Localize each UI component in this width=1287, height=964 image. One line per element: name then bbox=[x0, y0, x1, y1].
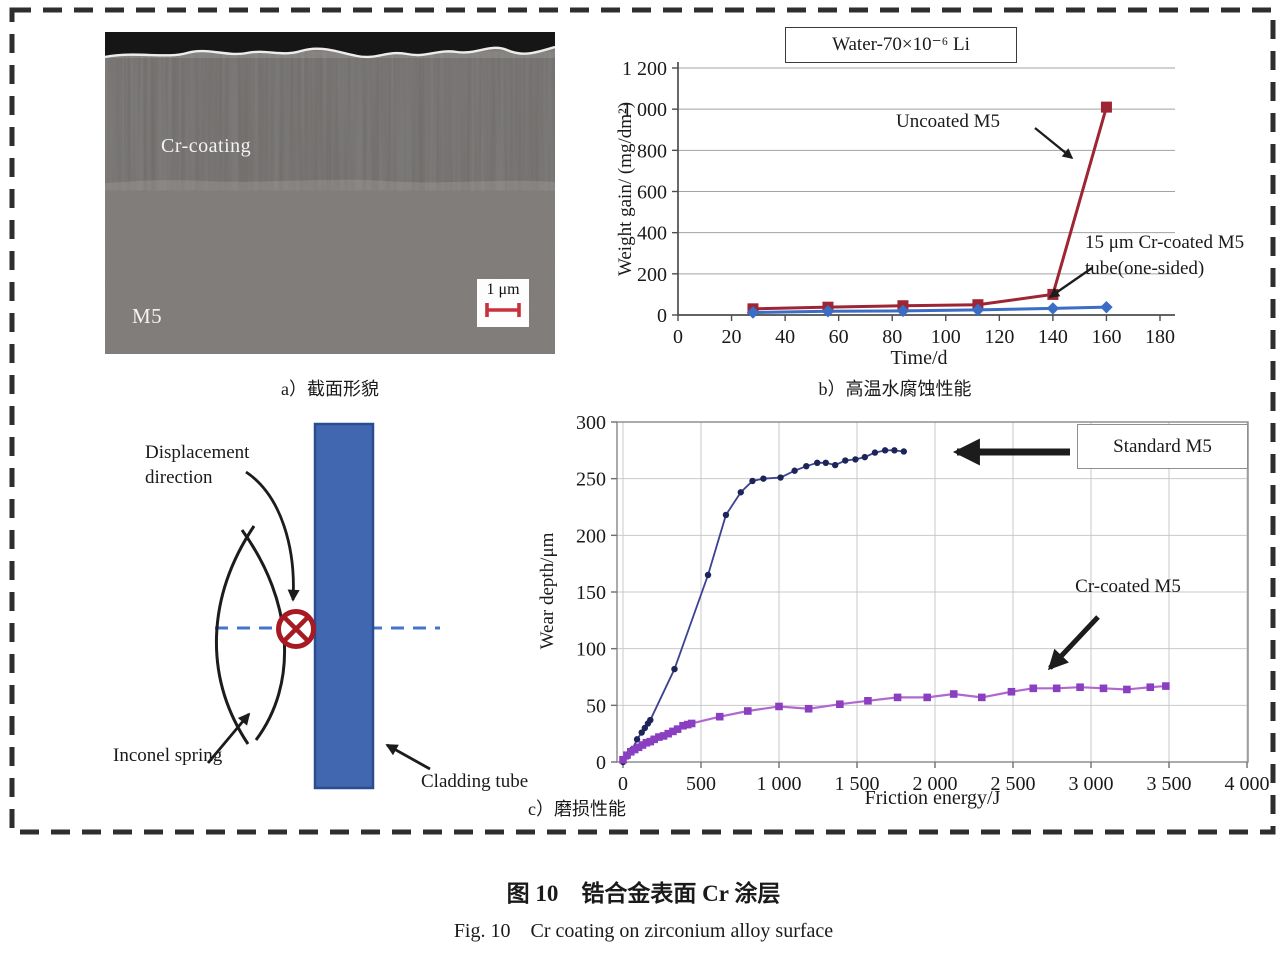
svg-text:250: 250 bbox=[576, 469, 606, 491]
svg-text:200: 200 bbox=[576, 525, 606, 547]
displacement-direction-label: Displacement direction bbox=[145, 442, 250, 488]
panel-b-caption: b）高温水腐蚀性能 bbox=[818, 379, 972, 399]
svg-text:80: 80 bbox=[882, 326, 902, 348]
inconel-spring-left-arc bbox=[215, 525, 256, 745]
annotation-cr-coated-m5: Cr-coated M5 bbox=[1075, 576, 1181, 597]
sem-coating-striations bbox=[105, 58, 555, 184]
annotation-uncoated-m5: Uncoated M5 bbox=[896, 111, 1000, 132]
sem-substrate-label: M5 bbox=[132, 304, 163, 328]
svg-text:50: 50 bbox=[586, 695, 606, 717]
chart-c-y-axis-label: Wear depth/μm bbox=[537, 532, 558, 650]
annotation-coated-line1: 15 μm Cr-coated M5 bbox=[1085, 232, 1245, 253]
panel-a-caption: a）截面形貌 bbox=[281, 379, 379, 399]
svg-text:180: 180 bbox=[1145, 326, 1175, 348]
panel-c-caption: c）磨损性能 bbox=[528, 799, 626, 819]
svg-text:200: 200 bbox=[637, 264, 667, 286]
cladding-tube-shape bbox=[313, 422, 375, 790]
chart-c-x-axis-label: Friction energy/J bbox=[864, 787, 1001, 809]
figure-caption-english: Fig. 10 Cr coating on zirconium alloy su… bbox=[453, 920, 834, 942]
chart-b-title-box: Water-70×10⁻⁶ Li bbox=[785, 27, 1017, 63]
svg-text:800: 800 bbox=[637, 140, 667, 162]
svg-text:150: 150 bbox=[576, 582, 606, 604]
svg-text:0: 0 bbox=[596, 752, 606, 774]
svg-text:120: 120 bbox=[984, 326, 1014, 348]
cladding-tube-label: Cladding tube bbox=[421, 771, 529, 792]
svg-text:400: 400 bbox=[637, 223, 667, 245]
inconel-spring-label: Inconel spring bbox=[113, 745, 223, 766]
svg-text:100: 100 bbox=[931, 326, 961, 348]
svg-text:0: 0 bbox=[657, 305, 667, 327]
scalebar-text: 1 μm bbox=[486, 281, 520, 298]
chart-b-x-axis-label: Time/d bbox=[890, 347, 948, 369]
annotation-coated-line2: tube(one-sided) bbox=[1085, 258, 1205, 279]
svg-text:100: 100 bbox=[576, 639, 606, 661]
scalebar-ibeam bbox=[485, 303, 521, 317]
svg-text:60: 60 bbox=[829, 326, 849, 348]
annotation-standard-m5-box: Standard M5 bbox=[1077, 424, 1248, 469]
svg-text:40: 40 bbox=[775, 326, 795, 348]
svg-text:140: 140 bbox=[1038, 326, 1068, 348]
chart-b-y-axis-label: Weight gain/ (mg/dm²) bbox=[615, 101, 636, 277]
svg-text:20: 20 bbox=[722, 326, 742, 348]
sem-coating-label: Cr-coating bbox=[161, 135, 252, 157]
svg-text:300: 300 bbox=[576, 412, 606, 434]
figure-caption-chinese: 图 10 锆合金表面 Cr 涂层 bbox=[506, 881, 781, 906]
annotation-cr-coated-m5-tube: 15 μm Cr-coated M5 tube(one-sided) bbox=[1085, 230, 1244, 282]
panel-a-sem-image: Cr-coating M5 1 μm bbox=[104, 32, 556, 354]
sem-scalebar: 1 μm bbox=[477, 279, 529, 327]
svg-text:160: 160 bbox=[1091, 326, 1121, 348]
svg-text:0: 0 bbox=[673, 326, 683, 348]
svg-text:600: 600 bbox=[637, 182, 667, 204]
